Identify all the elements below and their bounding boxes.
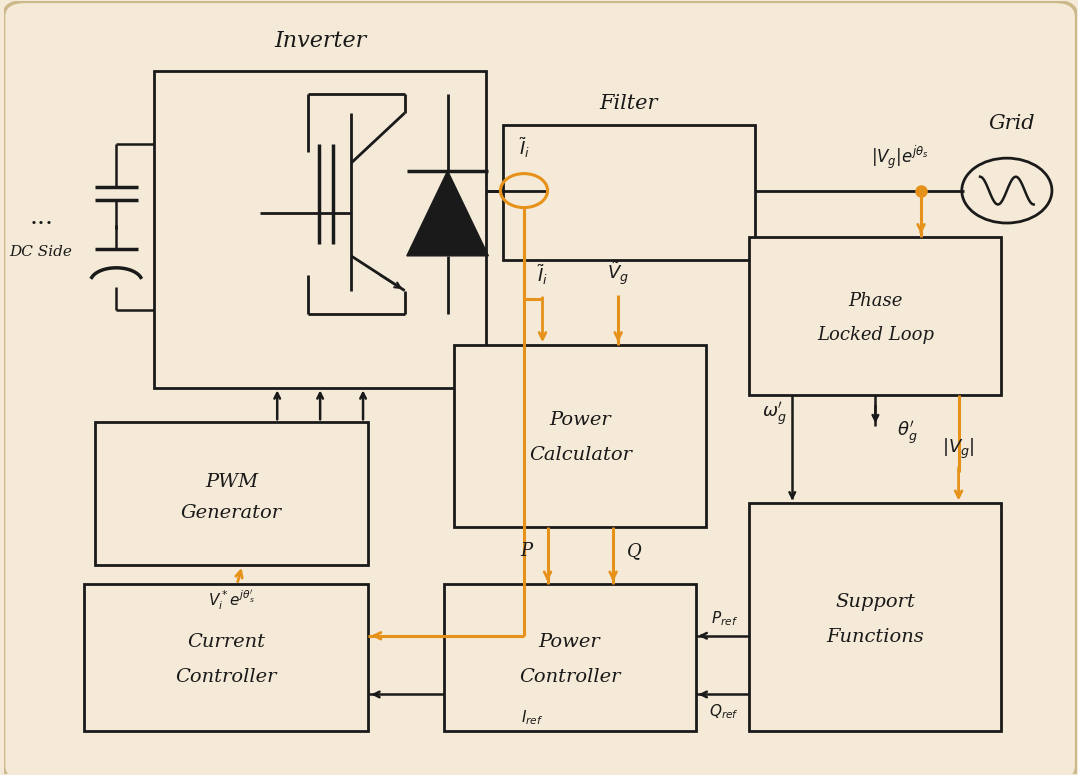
Text: Functions: Functions	[827, 628, 924, 646]
FancyBboxPatch shape	[95, 422, 369, 565]
Text: ...: ...	[29, 206, 53, 229]
FancyBboxPatch shape	[454, 345, 706, 526]
Text: $V_i^* e^{j\theta_s'}$: $V_i^* e^{j\theta_s'}$	[208, 588, 255, 612]
Text: Support: Support	[835, 593, 915, 611]
Text: Phase: Phase	[848, 291, 902, 310]
FancyBboxPatch shape	[84, 584, 369, 731]
FancyBboxPatch shape	[154, 71, 486, 388]
Text: $I_{ref}$: $I_{ref}$	[521, 708, 543, 727]
Text: $|V_g|$: $|V_g|$	[942, 436, 975, 461]
FancyBboxPatch shape	[3, 2, 1077, 775]
Text: $\tilde{V}_g$: $\tilde{V}_g$	[607, 260, 630, 287]
FancyBboxPatch shape	[502, 125, 755, 260]
Text: $\omega_g'$: $\omega_g'$	[762, 401, 787, 428]
Text: Controller: Controller	[176, 668, 277, 686]
Text: Current: Current	[188, 633, 265, 651]
Text: Filter: Filter	[599, 95, 658, 113]
Text: $P_{ref}$: $P_{ref}$	[711, 609, 738, 628]
Text: Power: Power	[550, 412, 611, 429]
Text: Grid: Grid	[989, 114, 1036, 133]
Text: $Q_{ref}$: $Q_{ref}$	[708, 702, 738, 721]
Text: DC Side: DC Side	[10, 245, 72, 259]
FancyBboxPatch shape	[749, 503, 1001, 731]
Text: $|V_g|e^{j\theta_s}$: $|V_g|e^{j\theta_s}$	[871, 144, 928, 171]
Text: Calculator: Calculator	[529, 446, 632, 464]
FancyBboxPatch shape	[443, 584, 695, 731]
Text: PWM: PWM	[205, 473, 258, 491]
Text: Controller: Controller	[519, 668, 620, 686]
Text: Power: Power	[539, 633, 600, 651]
Text: $\tilde{I}_i$: $\tilde{I}_i$	[519, 135, 529, 160]
Text: Inverter: Inverter	[274, 29, 367, 52]
Text: Locked Loop: Locked Loop	[817, 326, 934, 344]
Text: Generator: Generator	[181, 504, 282, 522]
Text: $\theta_g'$: $\theta_g'$	[897, 420, 917, 447]
Text: Q: Q	[627, 542, 642, 560]
Text: $\tilde{I}_i$: $\tilde{I}_i$	[537, 263, 548, 287]
FancyBboxPatch shape	[749, 237, 1001, 395]
Polygon shape	[406, 171, 488, 256]
Text: P: P	[520, 542, 533, 560]
